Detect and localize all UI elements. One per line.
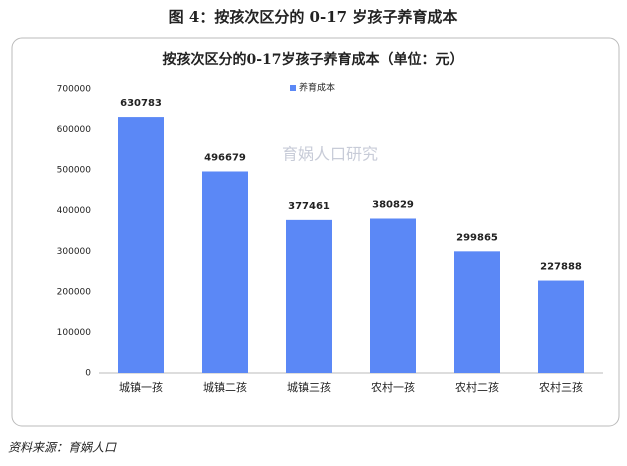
y-tick-label: 400000 xyxy=(57,206,92,216)
y-tick-label: 100000 xyxy=(57,328,92,338)
page-title: 图 4：按孩次区分的 0-17 岁孩子养育成本 xyxy=(169,8,458,26)
bar xyxy=(286,219,332,373)
value-label: 299865 xyxy=(456,232,498,243)
bar xyxy=(454,251,500,373)
x-tick-label: 农村三孩 xyxy=(539,380,583,394)
value-label: 380829 xyxy=(372,199,414,210)
x-tick-label: 农村一孩 xyxy=(371,380,415,394)
value-label: 496679 xyxy=(204,152,246,163)
value-label: 377461 xyxy=(288,201,330,212)
y-tick-label: 700000 xyxy=(57,85,92,95)
bar xyxy=(202,171,248,373)
value-label: 630783 xyxy=(120,98,162,109)
legend-swatch xyxy=(290,85,296,91)
x-tick-label: 城镇一孩 xyxy=(119,380,163,394)
watermark: 育娲人口研究 xyxy=(282,145,378,164)
y-tick-label: 200000 xyxy=(57,287,92,297)
y-tick-label: 600000 xyxy=(57,125,92,135)
value-label: 227888 xyxy=(540,262,582,273)
y-tick-label: 500000 xyxy=(57,166,92,176)
bar xyxy=(538,280,584,373)
bar xyxy=(370,218,416,373)
y-tick-label: 0 xyxy=(85,369,91,379)
legend-label: 养育成本 xyxy=(299,82,335,94)
y-tick-label: 300000 xyxy=(57,247,92,257)
chart-title: 按孩次区分的0-17岁孩子养育成本（单位：元） xyxy=(162,51,463,68)
x-tick-label: 农村二孩 xyxy=(455,380,499,394)
source-note: 资料来源：育娲人口 xyxy=(8,441,117,455)
x-tick-label: 城镇三孩 xyxy=(287,380,331,394)
x-tick-label: 城镇二孩 xyxy=(203,380,247,394)
bar xyxy=(118,117,164,373)
